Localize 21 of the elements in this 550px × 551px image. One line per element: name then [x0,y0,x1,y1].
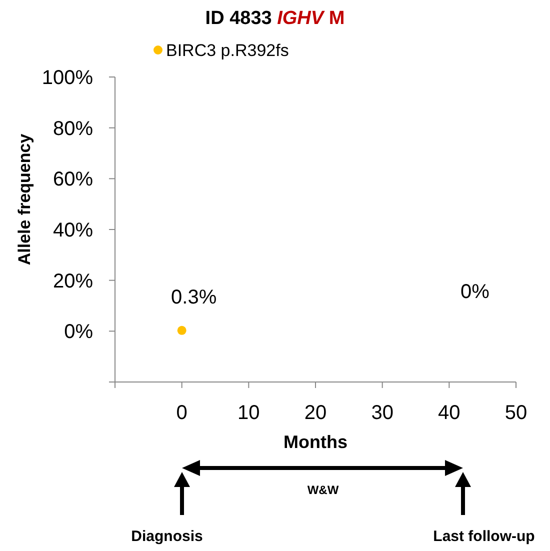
y-axis-title: Allele frequency [15,133,34,266]
x-axis-title: Months [284,432,348,452]
text: Diagnosis [131,528,203,545]
y-tick-label: 60% [52,168,94,191]
x-tick-label: 10 [238,402,260,424]
x-tick-label: 20 [304,402,327,424]
y-tick-label: 80% [52,118,94,140]
y-tick-label: 0% [64,321,94,344]
y-tick-label: 100% [42,67,94,89]
annotation: 0% [460,281,490,303]
legend-label: BIRC3 p.R392fs [166,41,289,60]
x-tick-label: 30 [371,402,394,424]
x-tick-label: 50 [504,402,528,424]
chart-title: ID 4833 IGHV M [205,8,345,29]
x-tick-label: 40 [438,402,460,424]
text: Last follow-up [433,528,535,545]
text: W&W [307,483,340,497]
data-label: 0.3% [171,286,217,308]
y-tick-label: 40% [52,220,94,242]
y-tick-label: 20% [52,270,94,292]
x-tick-label: 0 [176,402,188,424]
